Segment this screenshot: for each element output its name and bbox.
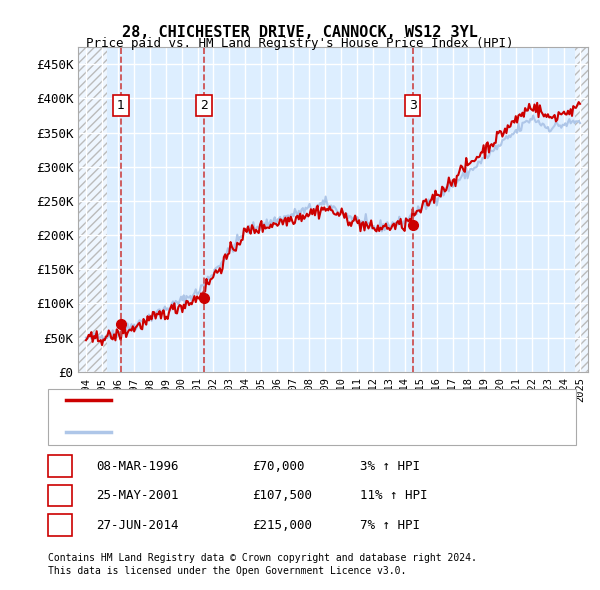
Text: 28, CHICHESTER DRIVE, CANNOCK, WS12 3YL (detached house): 28, CHICHESTER DRIVE, CANNOCK, WS12 3YL … [117,395,495,405]
Text: 3: 3 [409,99,416,112]
Text: This data is licensed under the Open Government Licence v3.0.: This data is licensed under the Open Gov… [48,566,406,576]
Text: 25-MAY-2001: 25-MAY-2001 [96,489,179,502]
Text: 11% ↑ HPI: 11% ↑ HPI [360,489,427,502]
Text: 1: 1 [117,99,125,112]
Text: £70,000: £70,000 [252,460,305,473]
Text: HPI: Average price, detached house, Cannock Chase: HPI: Average price, detached house, Cann… [117,428,448,437]
Text: Price paid vs. HM Land Registry's House Price Index (HPI): Price paid vs. HM Land Registry's House … [86,37,514,50]
Text: 27-JUN-2014: 27-JUN-2014 [96,519,179,532]
Text: 08-MAR-1996: 08-MAR-1996 [96,460,179,473]
Text: 3% ↑ HPI: 3% ↑ HPI [360,460,420,473]
Text: 2: 2 [56,489,64,502]
Text: 2: 2 [200,99,208,112]
Text: 7% ↑ HPI: 7% ↑ HPI [360,519,420,532]
Text: 3: 3 [56,519,64,532]
Text: Contains HM Land Registry data © Crown copyright and database right 2024.: Contains HM Land Registry data © Crown c… [48,553,477,563]
Text: £215,000: £215,000 [252,519,312,532]
Text: £107,500: £107,500 [252,489,312,502]
Text: 1: 1 [56,460,64,473]
Text: 28, CHICHESTER DRIVE, CANNOCK, WS12 3YL: 28, CHICHESTER DRIVE, CANNOCK, WS12 3YL [122,25,478,40]
